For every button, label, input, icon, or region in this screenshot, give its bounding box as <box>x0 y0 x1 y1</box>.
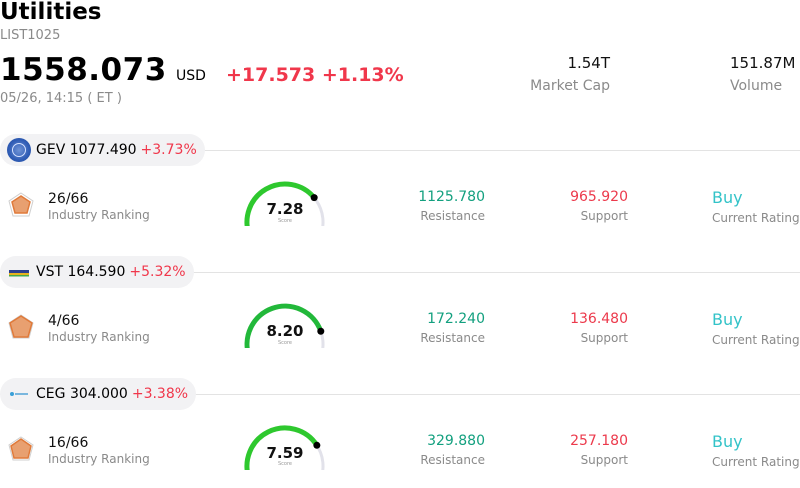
support-value: 965.920 <box>570 189 628 205</box>
stock-pill-vst[interactable]: VST 164.590 +5.32% <box>0 256 194 288</box>
volume-value: 151.87M <box>730 54 796 72</box>
stock-pill-gev[interactable]: GEV 1077.490 +3.73% <box>0 134 205 166</box>
sector-code: LIST1025 <box>0 28 61 43</box>
rating-label: Current Rating <box>712 455 800 469</box>
resistance-value: 1125.780 <box>418 189 485 205</box>
market-cap-value: 1.54T <box>567 54 610 72</box>
score-label: Score <box>277 218 292 224</box>
score-gauge <box>244 425 325 470</box>
rating-value[interactable]: Buy <box>712 188 743 207</box>
ranking-pentagon-icon <box>8 436 34 461</box>
divider <box>0 394 800 395</box>
ranking-label: Industry Ranking <box>48 208 150 222</box>
stock-ticker: GEV <box>36 142 66 158</box>
divider <box>0 272 800 273</box>
constellation-logo-icon <box>10 392 28 396</box>
rating-label: Current Rating <box>712 333 800 347</box>
support-label: Support <box>580 453 628 467</box>
score-label: Score <box>277 461 292 467</box>
score-label: Score <box>277 340 292 346</box>
stock-pill-ceg[interactable]: CEG 304.000 +3.38% <box>0 378 197 410</box>
market-cap-label: Market Cap <box>530 78 610 94</box>
divider <box>0 150 800 151</box>
stock-change: +3.38% <box>131 386 189 402</box>
volume-label: Volume <box>730 78 783 94</box>
stock-ticker: CEG <box>36 386 66 402</box>
resistance-label: Resistance <box>420 453 485 467</box>
rating-value[interactable]: Buy <box>712 310 743 329</box>
sector-title: Utilities <box>0 0 102 25</box>
support-value: 136.480 <box>570 311 628 327</box>
resistance-value: 172.240 <box>427 311 485 327</box>
rating-value[interactable]: Buy <box>712 432 743 451</box>
resistance-value: 329.880 <box>427 433 485 449</box>
stock-ticker: VST <box>36 264 64 280</box>
rating-label: Current Rating <box>712 211 800 225</box>
ranking-label: Industry Ranking <box>48 452 150 466</box>
score-gauge <box>244 303 325 348</box>
stock-price: 1077.490 <box>69 142 137 158</box>
currency-label: USD <box>176 68 206 84</box>
score-value: 7.28 <box>266 200 304 218</box>
sector-change: +17.573 +1.13% <box>226 64 404 86</box>
resistance-label: Resistance <box>420 331 485 345</box>
stock-price: 164.590 <box>67 264 126 280</box>
vistra-logo-icon <box>9 270 29 277</box>
stock-price: 304.000 <box>69 386 128 402</box>
support-label: Support <box>580 331 628 345</box>
ge-vernova-logo-icon <box>7 138 31 162</box>
support-label: Support <box>580 209 628 223</box>
resistance-label: Resistance <box>420 209 485 223</box>
stock-change: +5.32% <box>129 264 186 280</box>
ranking-pentagon-icon <box>8 192 34 217</box>
score-gauge <box>244 181 325 226</box>
ranking-pentagon-icon <box>8 314 34 339</box>
ranking-value: 16/66 <box>48 435 89 451</box>
ranking-value: 4/66 <box>48 313 80 329</box>
support-value: 257.180 <box>570 433 628 449</box>
score-value: 8.20 <box>266 322 304 340</box>
ranking-label: Industry Ranking <box>48 330 150 344</box>
stock-change: +3.73% <box>140 142 197 158</box>
ranking-value: 26/66 <box>48 191 89 207</box>
sector-price: 1558.073 <box>0 52 167 88</box>
timestamp: 05/26, 14:15 ( ET ) <box>0 91 122 106</box>
score-value: 7.59 <box>266 444 304 462</box>
